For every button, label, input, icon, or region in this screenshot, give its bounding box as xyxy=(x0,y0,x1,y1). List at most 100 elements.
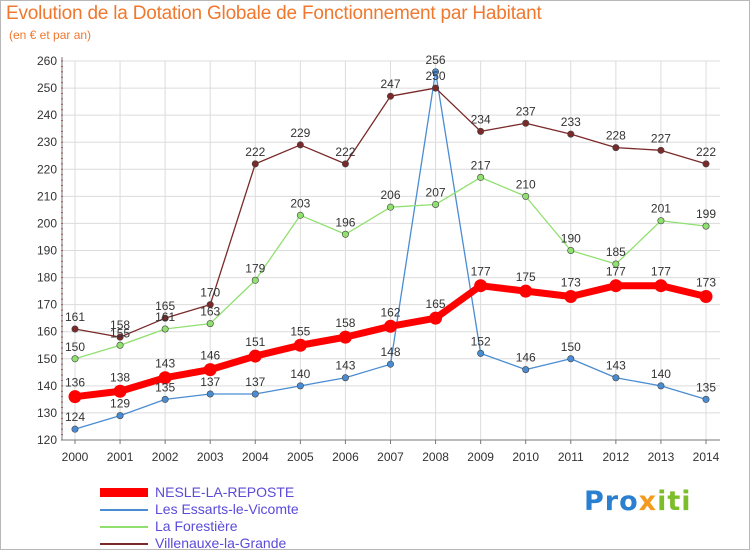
x-tick-label: 2011 xyxy=(558,450,584,464)
data-point xyxy=(657,146,665,154)
x-tick-label: 2014 xyxy=(693,450,720,464)
data-point xyxy=(161,314,169,322)
data-label: 151 xyxy=(245,335,265,349)
data-point xyxy=(477,173,485,181)
data-point xyxy=(522,366,530,374)
logo-part-1: Pro xyxy=(584,486,639,517)
data-point xyxy=(432,84,440,92)
x-tick-label: 2006 xyxy=(332,450,359,464)
data-point xyxy=(338,330,352,344)
data-label: 129 xyxy=(110,397,130,411)
data-label: 206 xyxy=(380,188,400,202)
data-point xyxy=(612,260,620,268)
logo-part-3: iti xyxy=(657,486,692,517)
data-label: 140 xyxy=(651,367,671,381)
legend-swatch xyxy=(100,525,148,528)
data-label: 222 xyxy=(245,145,265,159)
data-point xyxy=(657,382,665,390)
data-label: 247 xyxy=(380,77,400,91)
legend-label: La Forestière xyxy=(155,518,238,534)
data-label: 161 xyxy=(65,310,85,324)
data-point xyxy=(341,374,349,382)
legend-swatch xyxy=(100,508,148,511)
data-label: 256 xyxy=(426,53,446,67)
data-label: 229 xyxy=(290,126,310,140)
data-point xyxy=(386,360,394,368)
data-label: 201 xyxy=(651,202,671,216)
data-label: 207 xyxy=(426,185,446,199)
data-label: 155 xyxy=(290,324,310,338)
logo-part-2: x xyxy=(638,486,658,517)
data-label: 143 xyxy=(155,357,175,371)
x-tick-label: 2000 xyxy=(62,450,89,464)
proxiti-logo: Proxiti xyxy=(584,486,692,517)
data-point xyxy=(702,395,710,403)
data-point xyxy=(477,127,485,135)
data-point xyxy=(251,160,259,168)
x-tick-label: 2005 xyxy=(287,450,314,464)
data-point xyxy=(251,390,259,398)
data-label: 137 xyxy=(245,375,265,389)
data-point xyxy=(477,349,485,357)
data-label: 222 xyxy=(335,145,355,159)
data-point xyxy=(113,384,127,398)
data-label: 146 xyxy=(516,351,536,365)
x-tick-label: 2013 xyxy=(648,450,675,464)
y-tick-label: 200 xyxy=(37,216,57,230)
data-point xyxy=(567,247,575,255)
data-point xyxy=(206,320,214,328)
data-point xyxy=(71,425,79,433)
data-label: 135 xyxy=(155,380,175,394)
data-label: 227 xyxy=(651,131,671,145)
data-point xyxy=(251,276,259,284)
data-label: 175 xyxy=(516,270,536,284)
data-label: 140 xyxy=(290,367,310,381)
data-label: 137 xyxy=(200,375,220,389)
data-point xyxy=(386,203,394,211)
data-point xyxy=(522,192,530,200)
data-label: 228 xyxy=(606,129,626,143)
legend-label: Villenauxe-la-Grande xyxy=(155,535,287,551)
data-point xyxy=(612,374,620,382)
y-tick-label: 130 xyxy=(37,406,57,420)
data-label: 222 xyxy=(696,145,716,159)
chart-title: Evolution de la Dotation Globale de Fonc… xyxy=(6,3,542,24)
data-point xyxy=(522,119,530,127)
data-point xyxy=(657,217,665,225)
data-label: 136 xyxy=(65,376,85,390)
x-tick-label: 2012 xyxy=(603,450,630,464)
data-point xyxy=(296,141,304,149)
y-tick-label: 190 xyxy=(37,244,57,258)
y-tick-label: 260 xyxy=(37,54,57,68)
data-label: 210 xyxy=(516,177,536,191)
legend-label: Les Essarts-le-Vicomte xyxy=(155,501,299,517)
data-point xyxy=(116,412,124,420)
data-point xyxy=(609,279,623,293)
data-point xyxy=(296,211,304,219)
x-tick-label: 2007 xyxy=(377,450,404,464)
data-point xyxy=(341,160,349,168)
data-label: 177 xyxy=(471,265,491,279)
legend-swatch xyxy=(100,488,148,497)
data-label: 165 xyxy=(155,299,175,313)
x-tick-label: 2002 xyxy=(152,450,179,464)
data-label: 234 xyxy=(471,112,491,126)
data-label: 148 xyxy=(380,345,400,359)
x-tick-label: 2001 xyxy=(107,450,134,464)
data-point xyxy=(702,160,710,168)
y-tick-label: 150 xyxy=(37,352,57,366)
data-label: 237 xyxy=(516,104,536,118)
data-label: 185 xyxy=(606,245,626,259)
data-point xyxy=(384,319,397,333)
y-tick-label: 240 xyxy=(37,108,57,122)
y-tick-label: 210 xyxy=(37,189,57,203)
data-label: 135 xyxy=(696,380,716,394)
data-point xyxy=(474,279,488,293)
data-label: 138 xyxy=(110,370,130,384)
data-label: 162 xyxy=(380,305,400,319)
data-point xyxy=(432,68,440,76)
data-point xyxy=(386,92,394,100)
data-label: 143 xyxy=(606,359,626,373)
y-tick-label: 180 xyxy=(37,271,57,285)
data-label: 165 xyxy=(426,297,446,311)
